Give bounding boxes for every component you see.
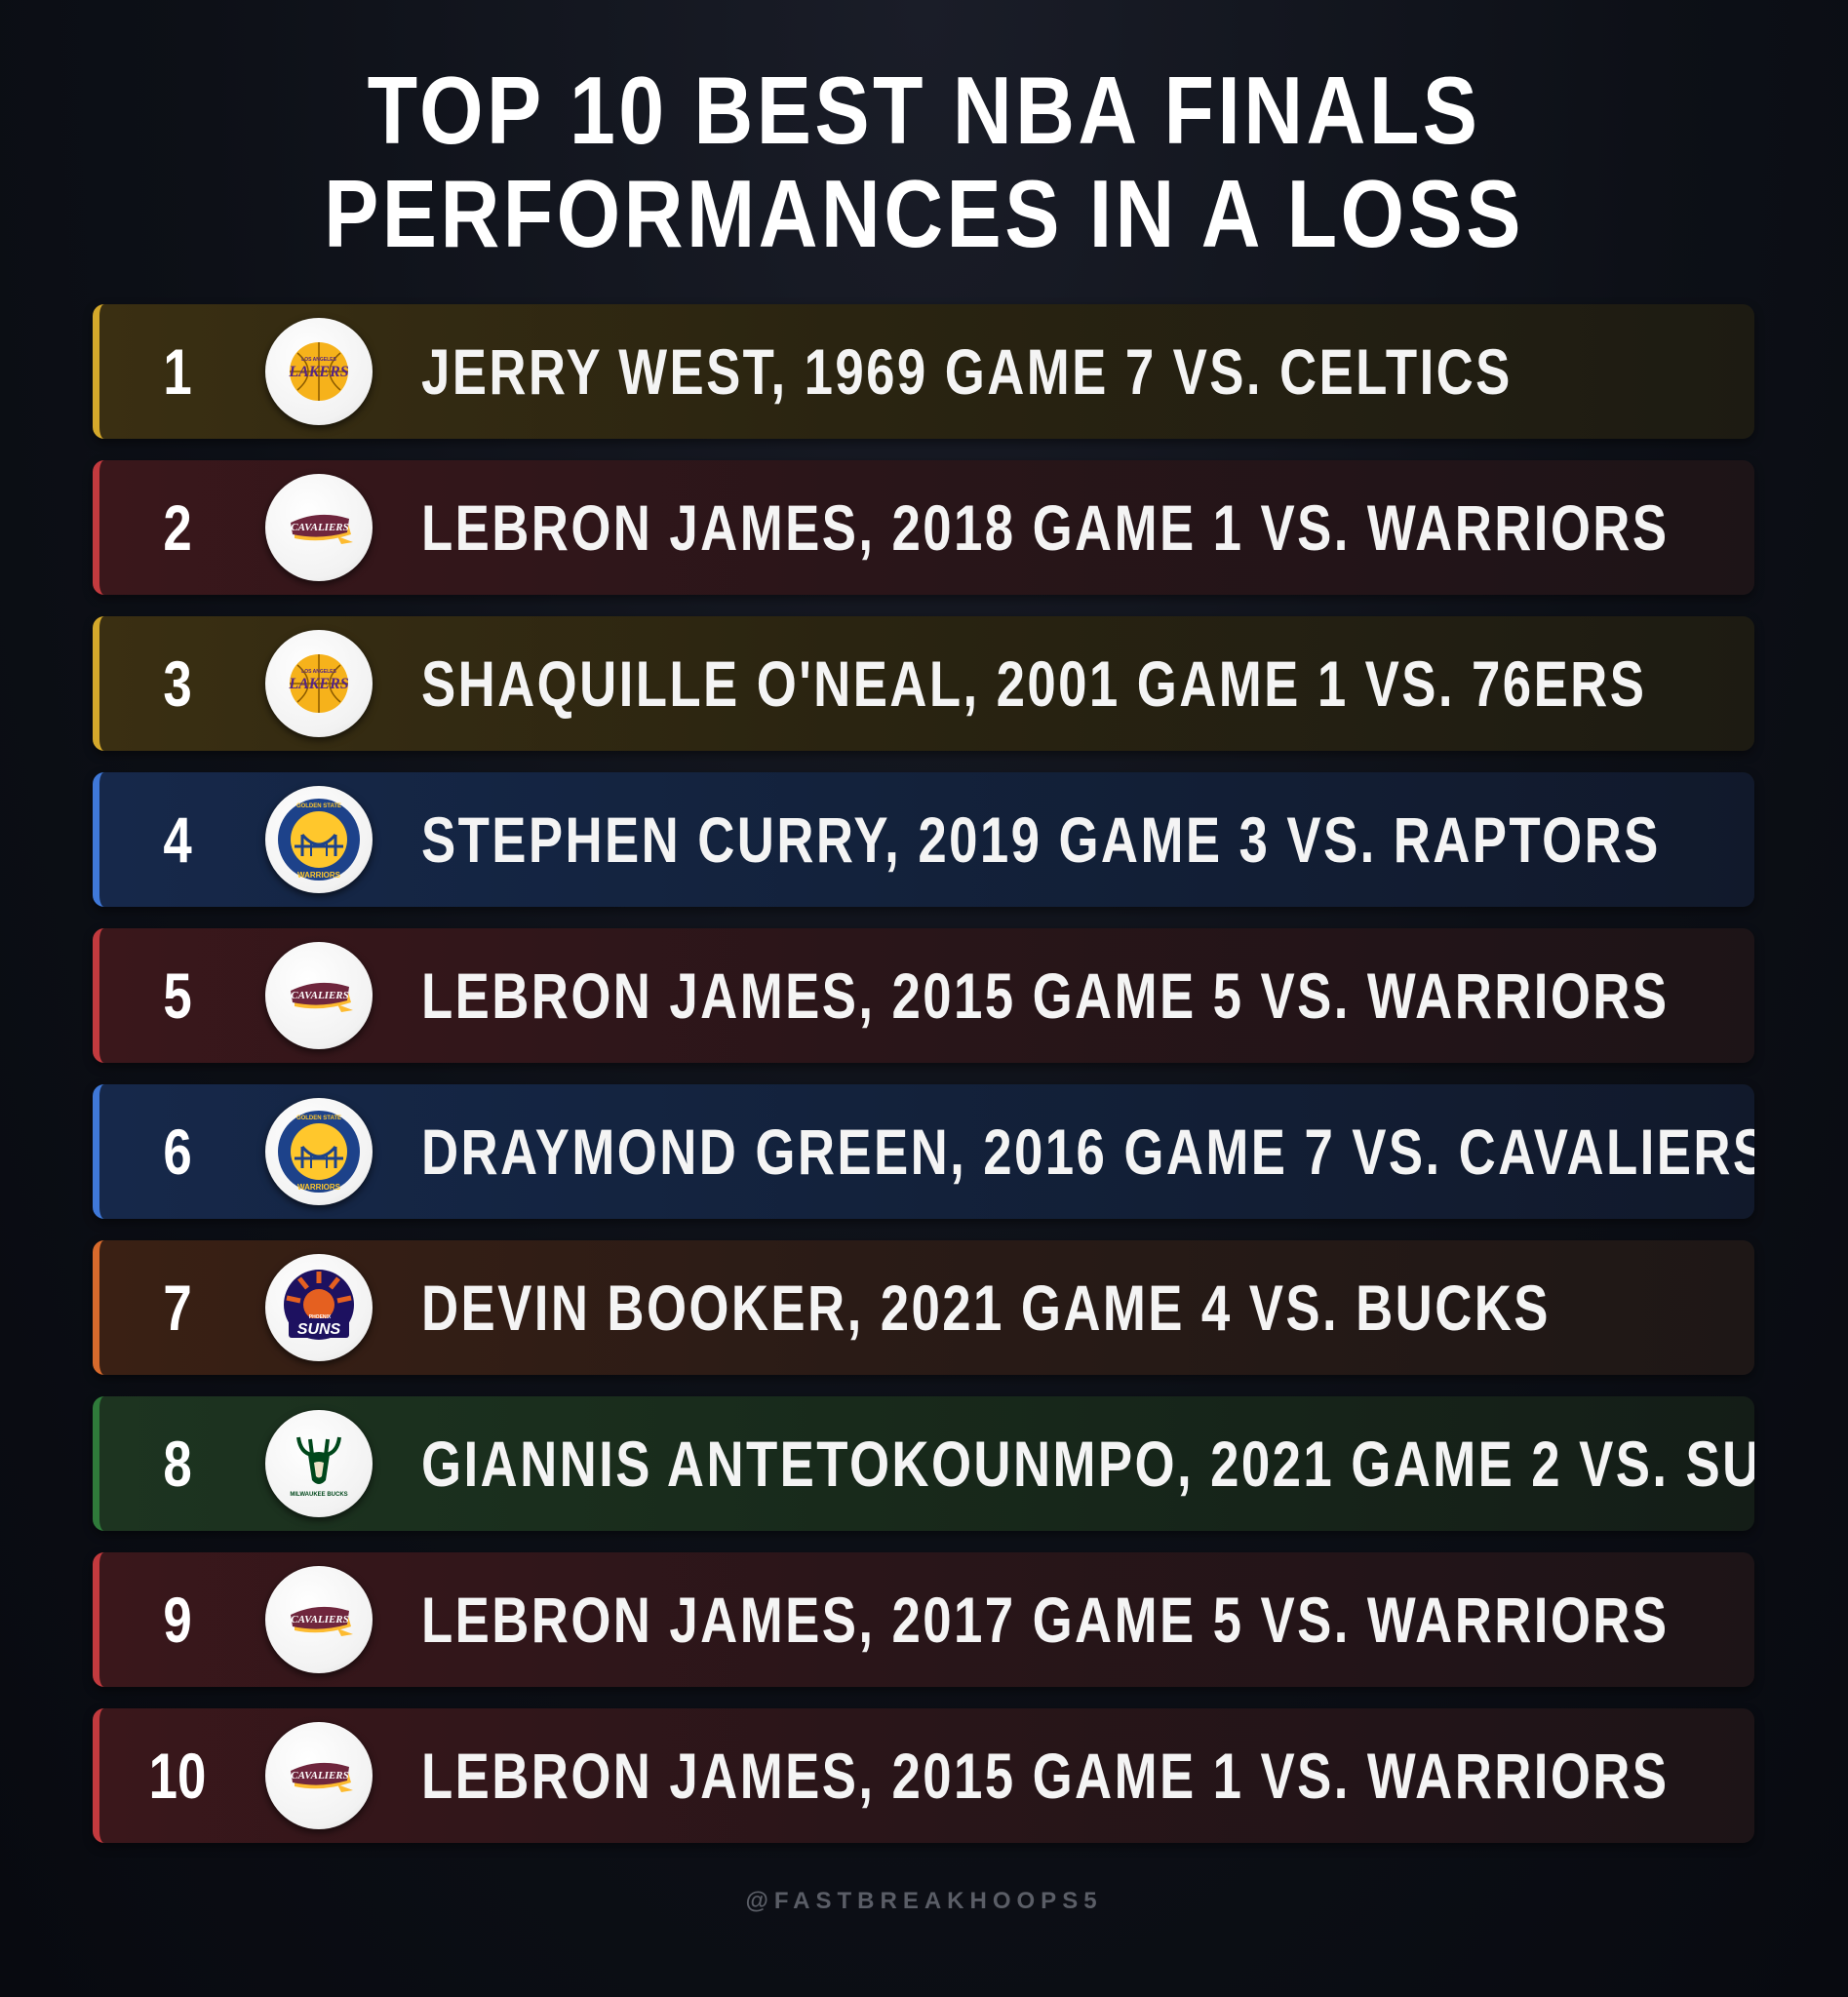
list-item: 8 MILWAUKEE BUCKS GIANNIS ANTETOKOUNMPO,… — [93, 1396, 1754, 1531]
list-item: 4 GOLDEN STATE WARRIORS STEPHEN CURRY, 2… — [93, 772, 1754, 907]
lakers-logo-icon: LOS ANGELES LAKERS — [265, 318, 373, 425]
lakers-logo-icon: LOS ANGELES LAKERS — [265, 630, 373, 737]
suns-logo-icon: PHOENIX SUNS — [265, 1254, 373, 1361]
warriors-logo-icon: GOLDEN STATE WARRIORS — [265, 1098, 373, 1205]
title-line-1: TOP 10 BEST NBA FINALS — [367, 57, 1481, 164]
rank-number: 7 — [163, 1272, 192, 1344]
performance-label: LEBRON JAMES, 2015 GAME 5 VS. WARRIORS — [421, 959, 1670, 1032]
performance-label: DEVIN BOOKER, 2021 GAME 4 VS. BUCKS — [421, 1272, 1551, 1344]
cavaliers-logo-icon: CAVALIERS — [265, 1566, 373, 1673]
list-item: 10 CAVALIERS LEBRON JAMES, 2015 GAME 1 V… — [93, 1708, 1754, 1843]
cavaliers-logo-icon: CAVALIERS — [265, 1722, 373, 1829]
rank-number: 4 — [163, 803, 192, 876]
performance-label: JERRY WEST, 1969 GAME 7 VS. CELTICS — [421, 335, 1513, 408]
list-item: 5 CAVALIERS LEBRON JAMES, 2015 GAME 5 VS… — [93, 928, 1754, 1063]
performance-label: LEBRON JAMES, 2018 GAME 1 VS. WARRIORS — [421, 491, 1670, 564]
suns-logo-top-text: PHOENIX — [309, 1314, 332, 1320]
ranking-list: 1 LOS ANGELES LAKERS JERRY WEST, 1969 GA… — [93, 304, 1754, 1864]
cavaliers-logo-icon: CAVALIERS — [265, 942, 373, 1049]
cavaliers-logo-icon: CAVALIERS — [265, 474, 373, 581]
performance-label: DRAYMOND GREEN, 2016 GAME 7 VS. CAVALIER… — [421, 1116, 1754, 1188]
lakers-logo-text: LAKERS — [288, 364, 348, 380]
suns-logo-text: SUNS — [297, 1321, 341, 1338]
cavaliers-logo-text: CAVALIERS — [291, 990, 349, 1001]
rank-number: 8 — [163, 1428, 192, 1500]
cavaliers-logo-text: CAVALIERS — [291, 1770, 349, 1782]
performance-label: SHAQUILLE O'NEAL, 2001 GAME 1 VS. 76ERS — [421, 647, 1647, 720]
warriors-logo-icon: GOLDEN STATE WARRIORS — [265, 786, 373, 893]
performance-label: LEBRON JAMES, 2015 GAME 1 VS. WARRIORS — [421, 1740, 1670, 1812]
list-item: 1 LOS ANGELES LAKERS JERRY WEST, 1969 GA… — [93, 304, 1754, 439]
performance-label: GIANNIS ANTETOKOUNMPO, 2021 GAME 2 VS. S… — [421, 1428, 1754, 1500]
rank-number: 10 — [148, 1740, 207, 1812]
list-item: 3 LOS ANGELES LAKERS SHAQUILLE O'NEAL, 2… — [93, 616, 1754, 751]
rank-number: 1 — [163, 335, 192, 408]
rank-number: 9 — [163, 1584, 192, 1656]
rank-number: 6 — [163, 1116, 192, 1188]
cavaliers-logo-text: CAVALIERS — [291, 1614, 349, 1625]
warriors-logo-bottom-text: WARRIORS — [297, 1183, 341, 1192]
lakers-logo-small-text: LOS ANGELES — [301, 669, 336, 675]
performance-label: STEPHEN CURRY, 2019 GAME 3 VS. RAPTORS — [421, 803, 1661, 876]
rank-number: 3 — [163, 647, 192, 720]
credit-handle: @FASTBREAKHOOPS5 — [745, 1888, 1103, 1914]
list-item: 2 CAVALIERS LEBRON JAMES, 2018 GAME 1 VS… — [93, 460, 1754, 595]
rank-number: 2 — [163, 491, 192, 564]
lakers-logo-small-text: LOS ANGELES — [301, 357, 336, 363]
bucks-logo-text: MILWAUKEE BUCKS — [290, 1492, 347, 1498]
lakers-logo-text: LAKERS — [288, 676, 348, 692]
cavaliers-logo-text: CAVALIERS — [291, 522, 349, 533]
list-item: 9 CAVALIERS LEBRON JAMES, 2017 GAME 5 VS… — [93, 1552, 1754, 1687]
bucks-logo-icon: MILWAUKEE BUCKS — [265, 1410, 373, 1517]
warriors-logo-top-text: GOLDEN STATE — [296, 1116, 341, 1121]
title-line-2: PERFORMANCES IN A LOSS — [324, 160, 1524, 267]
rank-number: 5 — [163, 959, 192, 1032]
page-title: TOP 10 BEST NBA FINALS PERFORMANCES IN A… — [130, 59, 1719, 265]
list-item: 7 PHOENIX SUNS DEVIN BOOKER, 2021 GAME 4… — [93, 1240, 1754, 1375]
list-item: 6 GOLDEN STATE WARRIORS DRAYMOND GREEN, … — [93, 1084, 1754, 1219]
warriors-logo-bottom-text: WARRIORS — [297, 871, 341, 880]
performance-label: LEBRON JAMES, 2017 GAME 5 VS. WARRIORS — [421, 1584, 1670, 1656]
warriors-logo-top-text: GOLDEN STATE — [296, 803, 341, 809]
